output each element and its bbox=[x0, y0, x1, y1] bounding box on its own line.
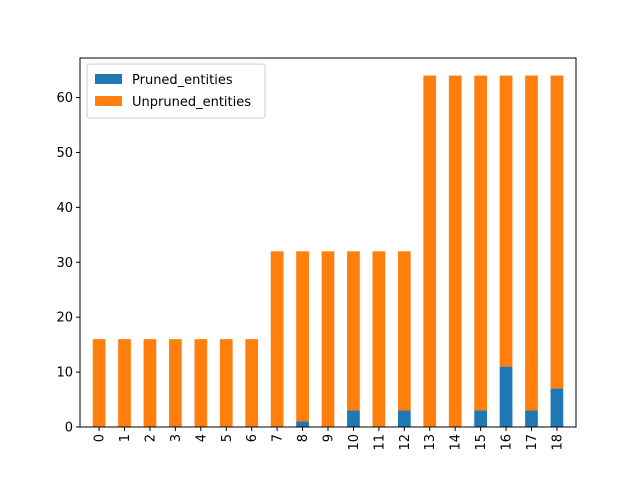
y-tick-label-40: 40 bbox=[56, 201, 73, 216]
legend-label-unpruned-entities: Unpruned_entities bbox=[132, 95, 251, 110]
bar-unpruned-entities-1 bbox=[118, 339, 131, 427]
bar-unpruned-entities-16 bbox=[499, 75, 513, 367]
x-tick-label-13: 13 bbox=[423, 434, 438, 451]
legend-swatch-unpruned-entities bbox=[95, 96, 122, 106]
x-tick-label-16: 16 bbox=[500, 434, 515, 451]
legend-label-pruned-entities: Pruned_entities bbox=[132, 73, 233, 88]
bar-unpruned-entities-13 bbox=[423, 75, 437, 427]
bar-unpruned-entities-8 bbox=[296, 251, 309, 422]
x-tick-label-15: 15 bbox=[474, 434, 489, 451]
y-tick-label-10: 10 bbox=[56, 366, 73, 381]
bar-unpruned-entities-12 bbox=[397, 251, 411, 411]
x-tick-label-11: 11 bbox=[372, 434, 387, 451]
bar-unpruned-entities-11 bbox=[372, 251, 386, 427]
bar-pruned-entities-17 bbox=[525, 410, 538, 427]
bar-pruned-entities-10 bbox=[347, 410, 360, 427]
bar-pruned-entities-16 bbox=[499, 366, 513, 427]
bar-unpruned-entities-4 bbox=[194, 339, 208, 427]
bar-pruned-entities-18 bbox=[550, 388, 564, 427]
y-axis: 0 10 20 30 40 50 60 bbox=[56, 91, 80, 436]
bar-unpruned-entities-6 bbox=[245, 339, 259, 427]
bar-pruned-entities-12 bbox=[397, 410, 411, 427]
y-tick-label-30: 30 bbox=[56, 256, 73, 271]
y-tick-label-50: 50 bbox=[56, 146, 73, 161]
x-tick-label-8: 8 bbox=[296, 434, 311, 442]
bar-unpruned-entities-2 bbox=[143, 339, 157, 427]
bar-unpruned-entities-14 bbox=[448, 75, 462, 427]
x-tick-label-1: 1 bbox=[118, 434, 133, 442]
x-tick-label-3: 3 bbox=[169, 434, 184, 442]
x-tick-label-17: 17 bbox=[525, 434, 540, 451]
y-tick-label-20: 20 bbox=[56, 311, 73, 326]
bars-group bbox=[92, 75, 564, 427]
bar-unpruned-entities-17 bbox=[525, 75, 538, 411]
x-tick-label-12: 12 bbox=[398, 434, 413, 451]
x-tick-label-10: 10 bbox=[347, 434, 362, 451]
x-tick-label-9: 9 bbox=[322, 434, 337, 442]
x-tick-label-4: 4 bbox=[194, 434, 209, 442]
bar-unpruned-entities-10 bbox=[347, 251, 360, 411]
legend-box bbox=[86, 63, 266, 119]
bar-unpruned-entities-3 bbox=[169, 339, 182, 427]
x-tick-label-18: 18 bbox=[550, 434, 565, 451]
x-tick-label-7: 7 bbox=[271, 434, 286, 442]
bar-unpruned-entities-0 bbox=[92, 339, 106, 427]
x-axis: 0 1 2 3 4 5 6 7 8 9 10 11 12 13 14 15 16 17 18 bbox=[93, 427, 565, 451]
x-tick-label-2: 2 bbox=[143, 434, 158, 442]
legend: Pruned_entities Unpruned_entities bbox=[86, 63, 266, 119]
bar-unpruned-entities-5 bbox=[219, 339, 233, 427]
bar-unpruned-entities-9 bbox=[321, 251, 335, 427]
bar-pruned-entities-8 bbox=[296, 421, 309, 427]
y-tick-label-0: 0 bbox=[65, 421, 73, 436]
bar-unpruned-entities-15 bbox=[474, 75, 487, 411]
plot-frame bbox=[79, 57, 577, 428]
legend-swatch-pruned-entities bbox=[95, 74, 122, 84]
bar-unpruned-entities-18 bbox=[550, 75, 564, 389]
bar-pruned-entities-15 bbox=[474, 410, 487, 427]
y-tick-label-60: 60 bbox=[56, 91, 73, 106]
x-tick-label-0: 0 bbox=[93, 434, 108, 442]
x-tick-label-5: 5 bbox=[220, 434, 235, 442]
x-tick-label-6: 6 bbox=[245, 434, 260, 442]
bar-unpruned-entities-7 bbox=[270, 251, 284, 427]
x-tick-label-14: 14 bbox=[449, 434, 464, 451]
